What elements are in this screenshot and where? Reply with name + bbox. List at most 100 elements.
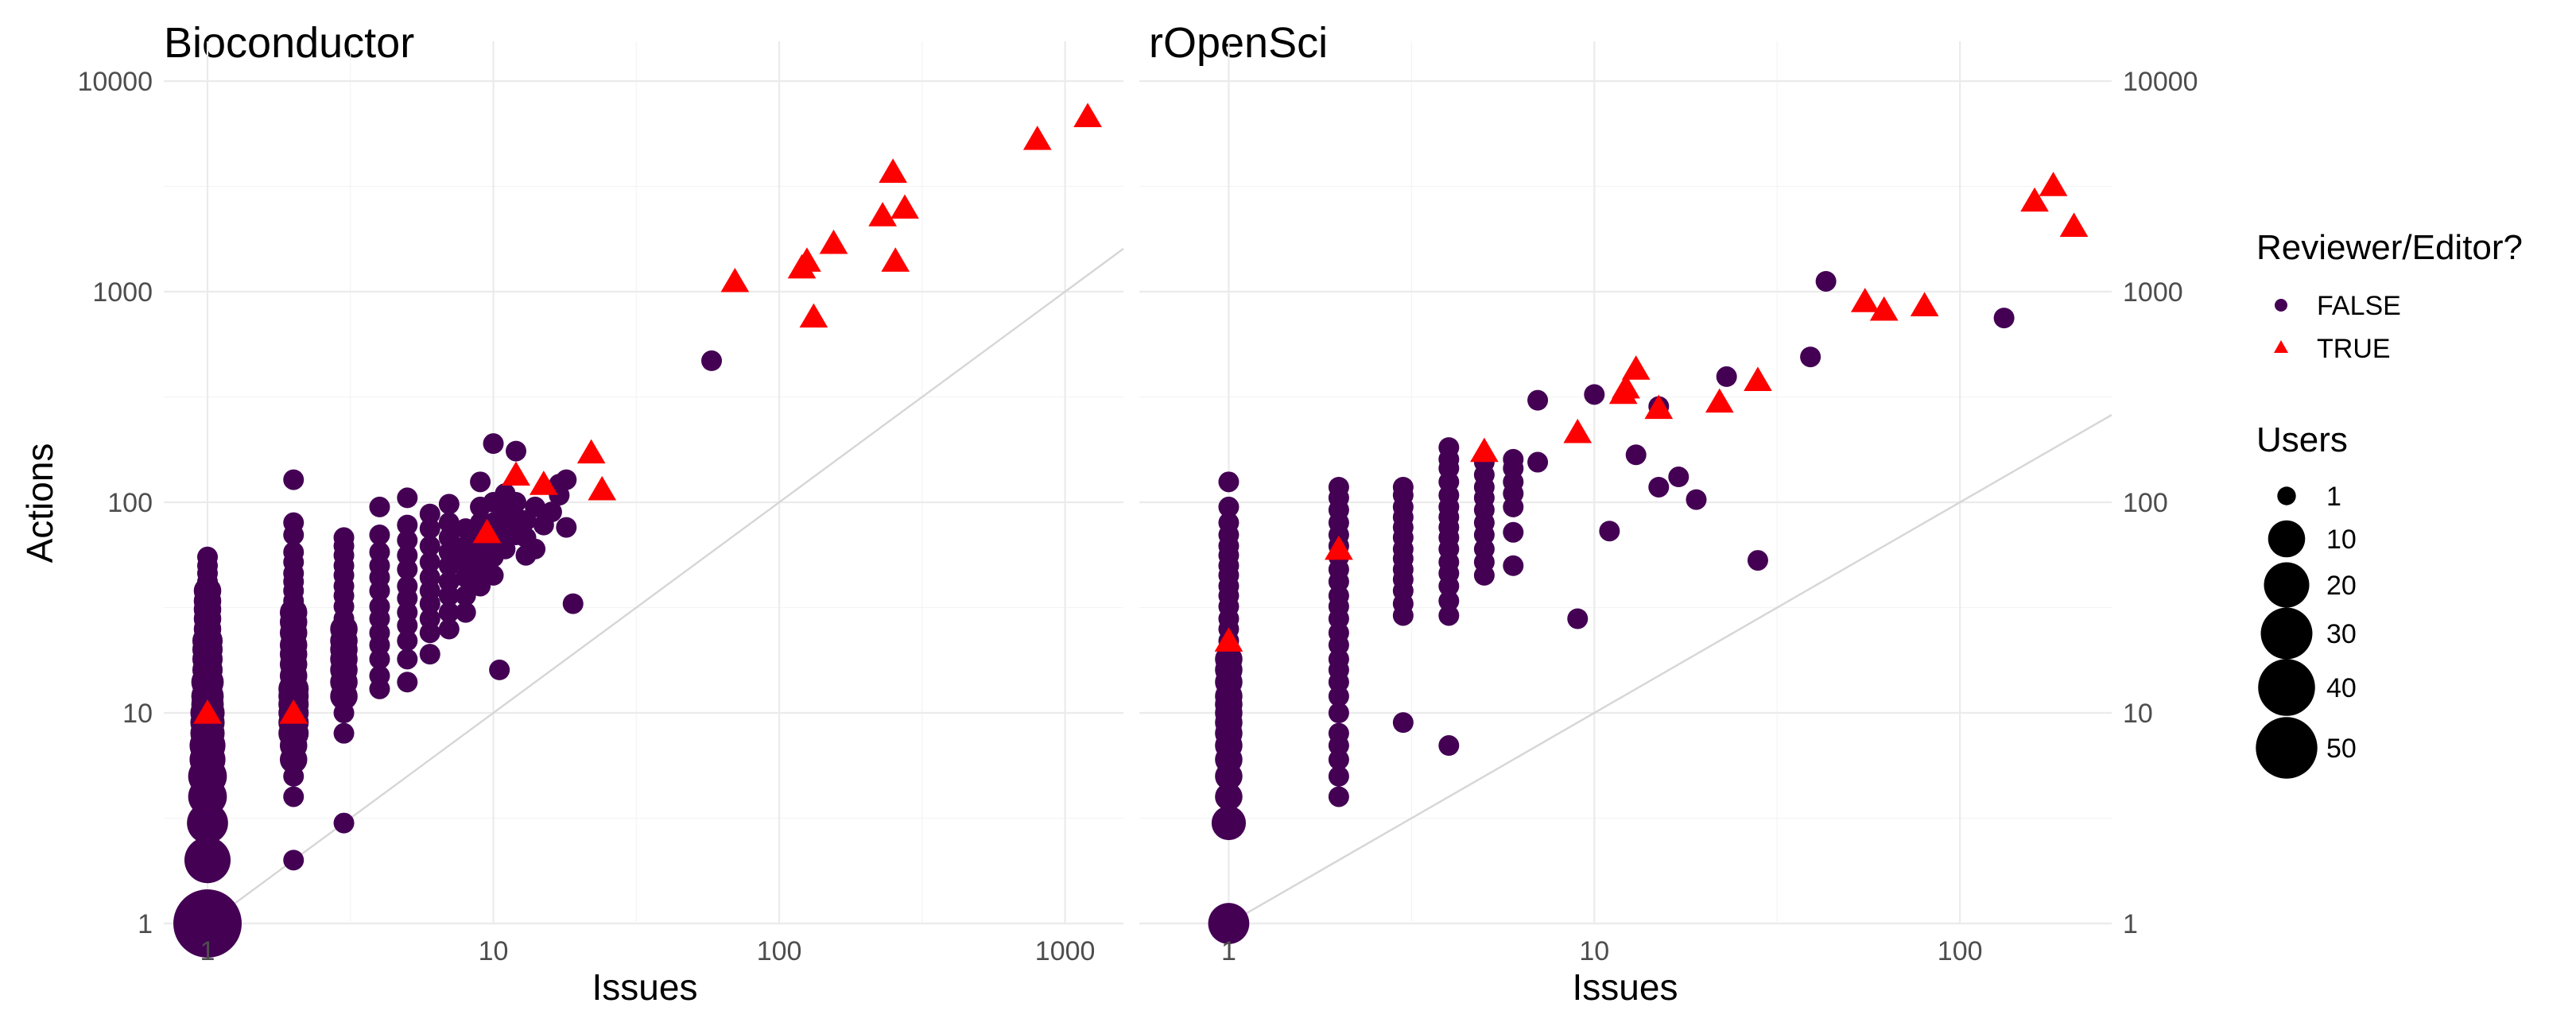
non-reviewer-point [184,837,231,884]
y-tick-label: 100 [107,488,153,518]
non-reviewer-point [455,585,476,606]
panel-ropensci: rOpenSci 1 10 100 1000 10000 1 10 100 Issues [1139,19,2198,1008]
non-reviewer-point [369,525,390,546]
y-tick-label: 10000 [2123,67,2198,97]
size-legend-key [2268,520,2306,558]
reviewer-point [2020,187,2049,212]
non-reviewer-point [1815,270,1837,292]
reviewer-point [502,461,530,486]
non-reviewer-point [438,618,460,640]
non-reviewer-point [1208,903,1250,944]
reviewer-point [576,439,606,464]
non-reviewer-point [1503,555,1524,576]
non-reviewer-point [397,649,418,670]
non-reviewer-point [1215,783,1243,811]
non-reviewer-point [1328,703,1349,723]
legend-key-triangle [2274,340,2288,353]
non-reviewer-point [541,501,562,523]
size-legend-label: 10 [2326,525,2357,555]
non-reviewer-point [333,812,355,834]
size-legend-label: 1 [2326,482,2341,512]
panel-grid [164,41,1123,925]
non-reviewer-point [1800,347,1821,368]
reviewer-point [193,699,222,724]
non-reviewer-point [197,546,218,567]
reviewer-point [1644,394,1674,420]
non-reviewer-point [1993,308,2015,329]
legend-label-false: FALSE [2317,291,2401,321]
identity-line-group [207,247,1124,924]
non-reviewer-point [438,541,460,563]
non-reviewer-point [173,889,242,958]
non-reviewer-point [283,786,305,807]
x-tick-label: 10 [1579,936,1609,966]
panel-grid [1139,41,2112,925]
non-reviewer-point [1625,444,1647,466]
identity-reference-line [207,247,1124,924]
reviewer-point [1744,366,1772,391]
non-reviewer-point [438,571,460,592]
y-tick-label: 1 [138,909,153,939]
non-reviewer-point [419,567,440,588]
size-legend-label: 40 [2326,673,2357,703]
x-tick-label: 1 [1221,936,1236,966]
non-reviewer-point [470,471,491,493]
non-reviewer-point [419,503,440,525]
non-reviewer-point [1747,550,1768,571]
reviewer-point [1612,374,1640,399]
non-reviewer-point [556,469,577,490]
panel-title-ropensci: rOpenSci [1149,19,1328,67]
y-axis-title: Actions [19,443,60,563]
y-tick-label: 100 [2123,488,2168,518]
non-reviewer-point [1218,512,1240,533]
non-reviewer-point [1599,521,1620,542]
non-reviewer-point [419,552,440,573]
non-reviewer-point [1328,786,1349,807]
non-reviewer-point [333,722,355,744]
y-tick-labels: 1 10 100 1000 10000 [77,67,153,939]
reviewer-point [881,247,910,272]
reviewer-point [1073,103,1102,127]
x-tick-labels: 1 10 100 [1221,936,1983,966]
non-reviewer-point [525,538,546,560]
x-tick-label: 1000 [1035,936,1096,966]
reviewer-point [819,229,848,254]
non-reviewer-point [397,672,418,693]
reviewer-point [1621,355,1651,380]
y-tick-label: 1000 [2123,277,2183,308]
non-reviewer-point [333,527,355,548]
data-points [173,103,1102,958]
non-reviewer-point [506,440,527,462]
non-reviewer-point [397,487,418,509]
y-tick-label: 1 [2123,909,2138,939]
x-axis-title-bioconductor: Issues [592,966,698,1008]
legend-title-shape: Reviewer/Editor? [2256,228,2523,267]
legend-label-true: TRUE [2317,334,2391,364]
identity-line-group [1228,413,2112,925]
non-reviewer-point [489,659,510,680]
non-reviewer-point [283,850,305,871]
reviewer-point [2059,212,2089,237]
reviewer-point [1022,126,1052,150]
y-tick-label: 10000 [77,67,153,97]
non-reviewer-point [1686,489,1707,510]
non-reviewer-point [1527,451,1549,473]
legend-entry-false: FALSE [2275,291,2401,321]
reviewer-point [868,202,897,227]
non-reviewer-point [1716,366,1737,387]
legend: Reviewer/Editor? FALSE TRUE Users 1 10 20 3… [2256,228,2523,779]
reviewer-point [1214,627,1243,652]
reviewer-point [1470,437,1499,463]
non-reviewer-point [283,512,305,533]
non-reviewer-point [397,514,418,536]
non-reviewer-point [1218,471,1240,493]
x-tick-label: 1 [200,936,215,966]
size-legend-label: 20 [2326,571,2357,601]
reviewer-point [1563,418,1593,443]
legend-title-size: Users [2256,420,2348,459]
reviewer-point [1325,535,1353,560]
y-tick-labels: 1 10 100 1000 10000 [2123,67,2198,939]
size-legend-key [2264,562,2310,608]
size-legend-label: 50 [2326,734,2357,764]
